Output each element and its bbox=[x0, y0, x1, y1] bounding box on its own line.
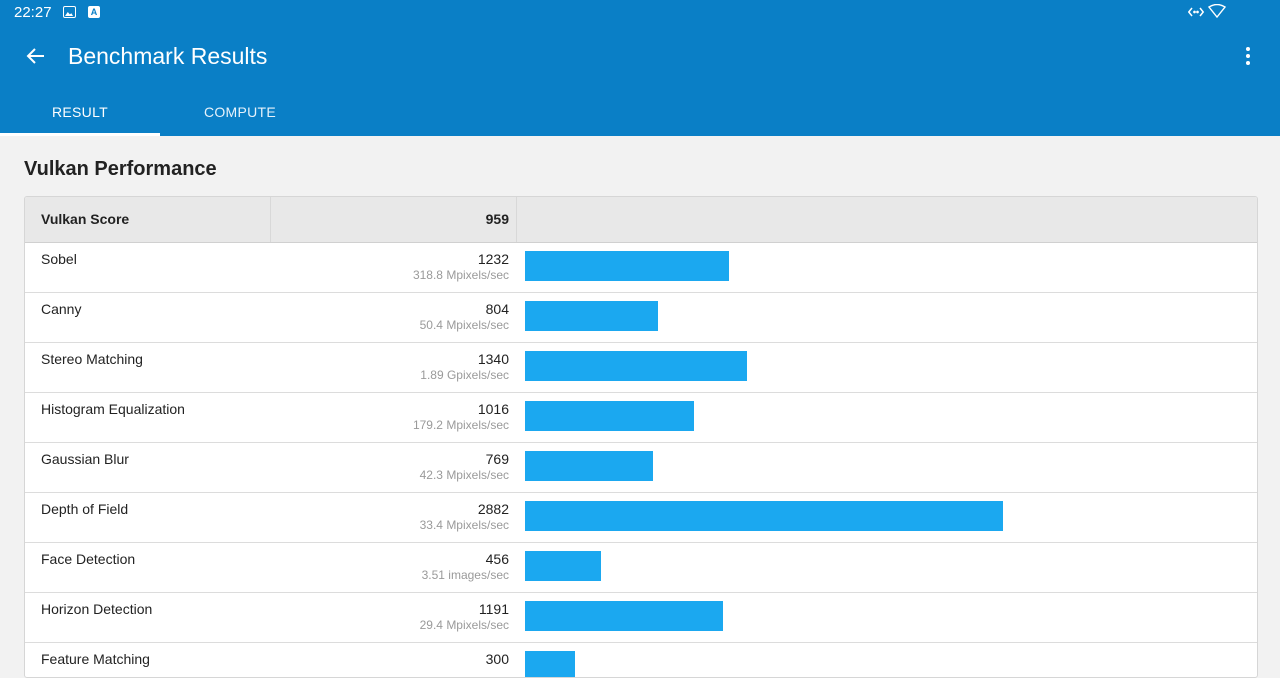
code-wifi-icons bbox=[1187, 3, 1227, 19]
row-score: 769 bbox=[485, 451, 509, 467]
table-row: Histogram Equalization 1016 179.2 Mpixels/… bbox=[25, 393, 1257, 443]
table-row: Face Detection 456 3.51 images/sec bbox=[25, 543, 1257, 593]
row-name: Stereo Matching bbox=[41, 351, 143, 367]
row-unit: 50.4 Mpixels/sec bbox=[419, 318, 509, 332]
row-unit: 1.89 Gpixels/sec bbox=[420, 368, 509, 382]
status-bar: 22:27 A bbox=[0, 0, 1280, 24]
row-name: Face Detection bbox=[41, 551, 136, 567]
row-score: 1232 bbox=[477, 251, 509, 267]
row-score: 804 bbox=[485, 301, 509, 317]
column-divider bbox=[270, 197, 271, 242]
row-unit: 179.2 Mpixels/sec bbox=[412, 418, 509, 432]
tab-compute-label: COMPUTE bbox=[203, 104, 277, 120]
table-row: Stereo Matching 1340 1.89 Gpixels/sec bbox=[25, 343, 1257, 393]
table-header-row: Vulkan Score 959 bbox=[25, 197, 1257, 243]
row-score: 1191 bbox=[478, 601, 509, 617]
a-badge-icon: A bbox=[88, 6, 100, 18]
row-unit: 29.4 Mpixels/sec bbox=[419, 618, 509, 632]
image-icon bbox=[63, 6, 76, 18]
score-bar bbox=[525, 401, 694, 431]
row-unit: 33.4 Mpixels/sec bbox=[419, 518, 509, 532]
back-button[interactable] bbox=[20, 40, 52, 72]
score-bar bbox=[525, 551, 601, 581]
row-name: Horizon Detection bbox=[41, 601, 153, 617]
more-vert-icon bbox=[1246, 47, 1250, 65]
row-name: Depth of Field bbox=[41, 501, 129, 517]
row-unit: 318.8 Mpixels/sec bbox=[412, 268, 509, 282]
table-rows: Sobel 1232 318.8 Mpixels/sec Canny 804 50.4 M… bbox=[25, 243, 1257, 677]
row-name: Histogram Equalization bbox=[41, 401, 185, 417]
score-bar bbox=[525, 301, 658, 331]
tab-compute[interactable]: COMPUTE bbox=[160, 88, 320, 136]
row-unit: 42.3 Mpixels/sec bbox=[419, 468, 509, 482]
row-name: Gaussian Blur bbox=[41, 451, 129, 467]
arrow-left-icon bbox=[26, 48, 44, 64]
row-name: Canny bbox=[41, 301, 82, 317]
overflow-menu-button[interactable] bbox=[1234, 42, 1262, 70]
score-bar bbox=[525, 651, 575, 677]
table-row: Gaussian Blur 769 42.3 Mpixels/sec bbox=[25, 443, 1257, 493]
table-row: Canny 804 50.4 Mpixels/sec bbox=[25, 293, 1257, 343]
status-right-icons bbox=[1187, 3, 1244, 24]
section-title: Vulkan Performance bbox=[24, 158, 217, 180]
app-bar: 22:27 A Benchmark Results bbox=[0, 0, 1280, 136]
table-row: Sobel 1232 318.8 Mpixels/sec bbox=[25, 243, 1257, 293]
score-bar bbox=[525, 351, 747, 381]
score-bar bbox=[525, 601, 723, 631]
score-bar bbox=[525, 451, 653, 481]
score-label: Vulkan Score bbox=[41, 211, 130, 227]
tab-bar: RESULT COMPUTE bbox=[0, 88, 1280, 136]
results-table: Vulkan Score 959 Sobel 1232 318.8 Mpixels/… bbox=[24, 196, 1258, 678]
table-row: Horizon Detection 1191 29.4 Mpixels/sec bbox=[25, 593, 1257, 643]
row-score: 456 bbox=[485, 551, 509, 567]
wifi-icon bbox=[1207, 3, 1227, 19]
table-row: Feature Matching 300 bbox=[25, 643, 1257, 677]
tab-indicator bbox=[0, 133, 160, 136]
row-score: 1016 bbox=[477, 401, 509, 417]
row-score: 2882 bbox=[477, 501, 509, 517]
score-bar bbox=[525, 251, 729, 281]
toolbar: Benchmark Results bbox=[0, 24, 1280, 88]
page-title: Benchmark Results bbox=[68, 43, 268, 69]
tab-result[interactable]: RESULT bbox=[0, 88, 160, 136]
table-row: Depth of Field 2882 33.4 Mpixels/sec bbox=[25, 493, 1257, 543]
tab-result-label: RESULT bbox=[52, 104, 108, 120]
row-score: 1340 bbox=[477, 351, 509, 367]
row-unit: 3.51 images/sec bbox=[421, 568, 509, 582]
score-bar bbox=[525, 501, 1003, 531]
row-name: Feature Matching bbox=[41, 651, 150, 667]
status-time: 22:27 bbox=[14, 4, 52, 21]
code-icon bbox=[1187, 7, 1205, 17]
column-divider bbox=[516, 197, 517, 242]
row-name: Sobel bbox=[41, 251, 77, 267]
score-value: 959 bbox=[485, 211, 509, 227]
row-score: 300 bbox=[485, 651, 509, 667]
